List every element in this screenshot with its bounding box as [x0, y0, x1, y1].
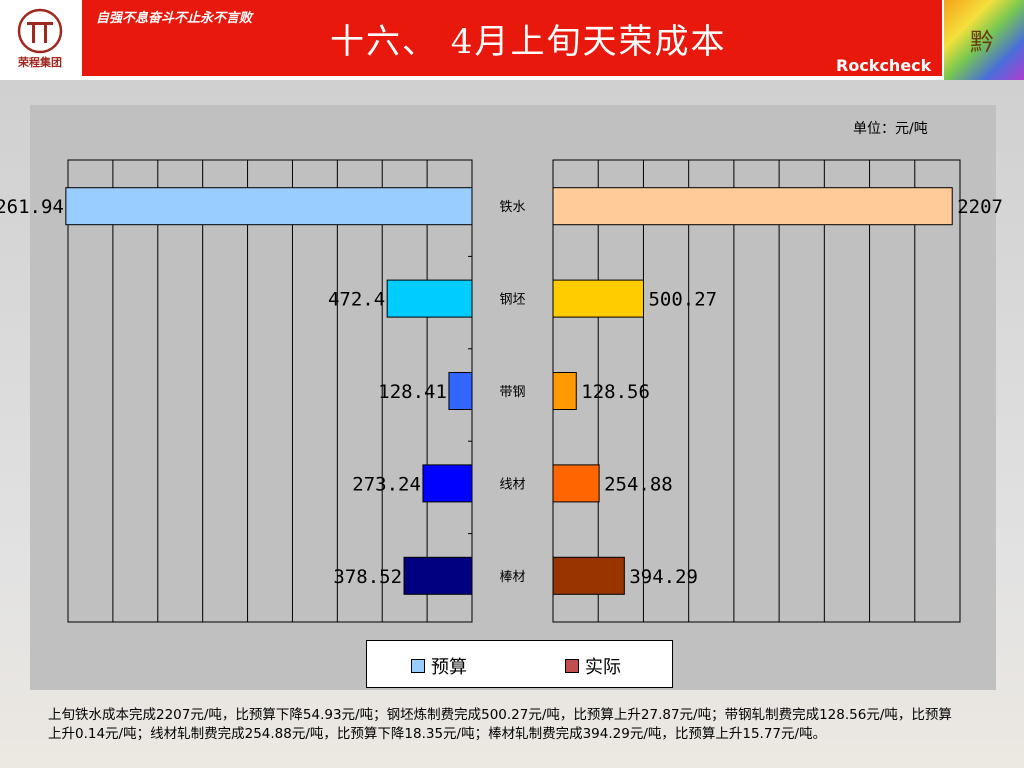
bar-actual — [552, 556, 625, 595]
chart-legend: 预算 实际 — [366, 640, 673, 688]
butterfly-bar-chart: 铁水 2261.94 2207 钢坯 472.4 500.27 带钢 128.41 128.56… — [0, 159, 1003, 623]
bar-budget — [448, 372, 473, 410]
slogan-text: 自强不息奋斗不止永不言败 — [96, 11, 253, 26]
data-label-actual: 2207 — [957, 196, 1003, 218]
bar-actual — [552, 464, 600, 503]
company-logo: 荣程集团 — [0, 0, 80, 80]
bar-budget — [422, 464, 473, 503]
unit-label: 单位：元/吨 — [853, 121, 928, 137]
bar-actual — [552, 372, 577, 410]
plot-area-right — [552, 159, 961, 623]
category-label: 线材 — [499, 477, 525, 492]
logo-text: 荣程集团 — [18, 56, 62, 69]
corner-glyph: 黔 — [970, 28, 994, 56]
data-label-budget: 128.41 — [378, 381, 447, 403]
category-label: 棒材 — [499, 570, 525, 585]
data-label-budget: 472.4 — [328, 289, 385, 311]
title-band-divider — [82, 76, 942, 80]
legend-label-actual: 实际 — [585, 657, 621, 678]
slide-header: 荣程集团 自强不息奋斗不止永不言败 十六、 4月上旬天荣成本 Rockcheck… — [0, 0, 1024, 80]
bar-budget — [386, 279, 473, 318]
data-label-actual: 500.27 — [648, 289, 717, 311]
category-label: 带钢 — [499, 385, 525, 400]
logo-emblem-icon — [17, 8, 63, 54]
data-label-actual: 128.56 — [581, 381, 650, 403]
legend-swatch-actual — [565, 659, 579, 673]
data-label-actual: 254.88 — [604, 473, 673, 495]
legend-label-budget: 预算 — [431, 657, 467, 678]
plot-area-left — [67, 159, 473, 623]
data-label-actual: 394.29 — [629, 566, 698, 588]
brand-name: Rockcheck — [836, 56, 932, 75]
bar-budget — [403, 556, 473, 595]
data-label-budget: 2261.94 — [0, 196, 64, 218]
legend-item-budget: 预算 — [411, 653, 467, 679]
bar-budget — [65, 187, 473, 226]
title-band — [82, 0, 942, 76]
data-label-budget: 378.52 — [333, 566, 402, 588]
bar-actual — [552, 279, 644, 318]
legend-item-actual: 实际 — [565, 653, 621, 679]
bar-actual — [552, 187, 953, 226]
legend-swatch-budget — [411, 659, 425, 673]
slide-title: 十六、 4月上旬天荣成本 — [330, 22, 727, 62]
summary-text: 上旬铁水成本完成2207元/吨，比预算下降54.93元/吨；钢坯炼制费完成500… — [48, 707, 952, 742]
corner-art: 黔 — [944, 0, 1024, 80]
data-label-budget: 273.24 — [352, 473, 421, 495]
category-label: 钢坯 — [499, 293, 525, 308]
category-label: 铁水 — [499, 200, 525, 215]
